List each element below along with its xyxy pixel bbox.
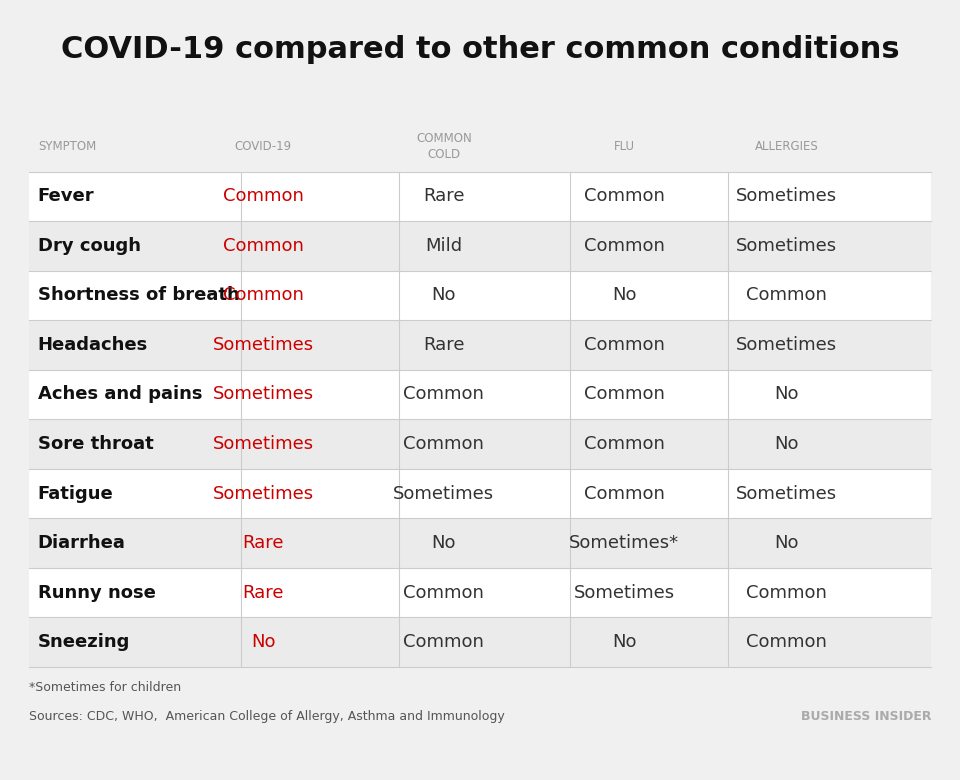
- Text: Common: Common: [584, 435, 665, 453]
- Text: Sometimes: Sometimes: [394, 484, 494, 502]
- Text: Runny nose: Runny nose: [37, 583, 156, 601]
- Text: Rare: Rare: [423, 187, 465, 205]
- Text: Rare: Rare: [423, 336, 465, 354]
- Text: No: No: [612, 633, 636, 651]
- Text: Dry cough: Dry cough: [37, 237, 141, 255]
- Text: Sometimes: Sometimes: [213, 336, 314, 354]
- Text: Common: Common: [746, 583, 828, 601]
- Text: Headaches: Headaches: [37, 336, 148, 354]
- Text: Sometimes: Sometimes: [213, 385, 314, 403]
- Text: No: No: [252, 633, 276, 651]
- Text: Common: Common: [223, 286, 304, 304]
- Text: Common: Common: [746, 286, 828, 304]
- Text: No: No: [775, 534, 799, 552]
- Text: Common: Common: [223, 237, 304, 255]
- Text: *Sometimes for children: *Sometimes for children: [29, 681, 180, 694]
- Text: Aches and pains: Aches and pains: [37, 385, 203, 403]
- Text: Sore throat: Sore throat: [37, 435, 154, 453]
- Text: Shortness of breath: Shortness of breath: [37, 286, 240, 304]
- Text: Sometimes: Sometimes: [574, 583, 675, 601]
- Text: SYMPTOM: SYMPTOM: [37, 140, 96, 153]
- Text: Common: Common: [584, 336, 665, 354]
- Text: Common: Common: [403, 633, 485, 651]
- Text: Common: Common: [403, 385, 485, 403]
- Text: Common: Common: [584, 187, 665, 205]
- Text: COVID-19: COVID-19: [235, 140, 292, 153]
- Text: Sometimes: Sometimes: [736, 336, 837, 354]
- Text: COMMON
COLD: COMMON COLD: [416, 132, 471, 161]
- Text: No: No: [775, 435, 799, 453]
- Text: Sometimes: Sometimes: [736, 187, 837, 205]
- Text: Common: Common: [403, 435, 485, 453]
- Text: Fever: Fever: [37, 187, 94, 205]
- Text: Sometimes: Sometimes: [213, 435, 314, 453]
- Text: Sources: CDC, WHO,  American College of Allergy, Asthma and Immunology: Sources: CDC, WHO, American College of A…: [29, 710, 505, 723]
- Text: Mild: Mild: [425, 237, 463, 255]
- Text: Fatigue: Fatigue: [37, 484, 113, 502]
- Text: Rare: Rare: [243, 583, 284, 601]
- Text: Common: Common: [746, 633, 828, 651]
- Text: ALLERGIES: ALLERGIES: [755, 140, 819, 153]
- Text: No: No: [612, 286, 636, 304]
- Text: Common: Common: [584, 385, 665, 403]
- Text: Common: Common: [584, 484, 665, 502]
- Text: No: No: [432, 286, 456, 304]
- Text: No: No: [432, 534, 456, 552]
- Text: Common: Common: [584, 237, 665, 255]
- Text: BUSINESS INSIDER: BUSINESS INSIDER: [801, 710, 931, 723]
- Text: Common: Common: [403, 583, 485, 601]
- Text: Common: Common: [223, 187, 304, 205]
- Text: Diarrhea: Diarrhea: [37, 534, 126, 552]
- Text: Sometimes: Sometimes: [736, 484, 837, 502]
- Text: No: No: [775, 385, 799, 403]
- Text: Sometimes*: Sometimes*: [569, 534, 680, 552]
- Text: Rare: Rare: [243, 534, 284, 552]
- Text: Sneezing: Sneezing: [37, 633, 131, 651]
- Text: Sometimes: Sometimes: [736, 237, 837, 255]
- Text: Sometimes: Sometimes: [213, 484, 314, 502]
- Text: FLU: FLU: [613, 140, 635, 153]
- Text: COVID-19 compared to other common conditions: COVID-19 compared to other common condit…: [60, 35, 900, 64]
